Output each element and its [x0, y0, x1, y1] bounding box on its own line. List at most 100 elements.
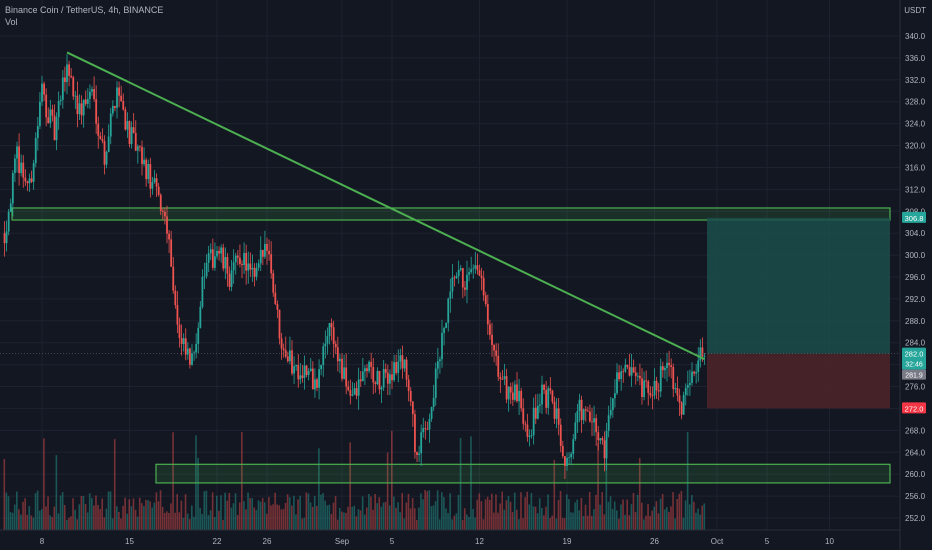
candle-body — [228, 273, 231, 287]
resistance-zone — [11, 207, 891, 221]
candle-body — [332, 327, 335, 344]
volume-bar — [645, 515, 647, 530]
candle-body — [555, 408, 558, 419]
candle-body — [514, 384, 516, 400]
volume-bar — [557, 499, 560, 530]
volume-bar — [266, 513, 268, 530]
x-tick-label: 26 — [650, 537, 659, 546]
volume-bar — [276, 504, 279, 530]
volume-bar — [488, 499, 491, 530]
candle-body — [201, 276, 204, 307]
candle-body — [234, 255, 237, 263]
volume-bar — [151, 507, 154, 530]
volume-bar — [582, 515, 585, 530]
candle-body — [178, 324, 181, 339]
candle-body — [153, 178, 156, 183]
candle-body — [497, 355, 500, 377]
volume-bar — [91, 497, 93, 530]
current-price-tag: 282.0 — [905, 350, 924, 359]
candle-body — [166, 216, 168, 234]
volume-bar — [32, 517, 35, 530]
volume-bar — [663, 509, 666, 530]
volume-bar — [130, 506, 133, 530]
volume-bar — [155, 492, 158, 530]
volume-bar — [336, 519, 339, 530]
candle-body — [520, 390, 523, 409]
volume-bar — [672, 492, 674, 530]
volume-bar — [578, 510, 581, 530]
volume-bar — [61, 492, 64, 530]
candle-body — [207, 253, 210, 263]
candle-body — [299, 375, 302, 380]
volume-bar — [284, 502, 287, 530]
volume-bar — [555, 518, 558, 530]
candle-body — [578, 399, 581, 412]
candle-body — [495, 350, 498, 356]
candle-body — [222, 247, 225, 269]
volume-bar — [78, 504, 81, 530]
volume-bar — [253, 507, 256, 530]
volume-bar — [66, 519, 68, 530]
candle-body — [693, 371, 695, 374]
volume-bar — [476, 499, 479, 530]
candle-body — [572, 439, 575, 454]
candle-body — [624, 364, 627, 372]
volume-bar — [382, 502, 385, 530]
candle-body — [316, 379, 318, 388]
candle-body — [253, 267, 256, 277]
volume-bar — [59, 495, 62, 530]
candle-body — [530, 435, 533, 436]
candle-body — [236, 255, 239, 258]
volume-bar — [7, 496, 10, 530]
volume-bar — [305, 492, 308, 530]
volume-bar — [666, 507, 668, 530]
candle-body — [414, 414, 416, 453]
volume-bar — [168, 512, 170, 530]
volume-bar — [188, 519, 191, 530]
candle-body — [320, 365, 323, 370]
volume-bar — [99, 509, 101, 530]
current-price-tag-bg — [902, 347, 926, 370]
volume-bar — [272, 504, 274, 530]
volume-bar — [313, 495, 316, 530]
candle-body — [597, 432, 600, 441]
volume-bar — [88, 493, 91, 530]
candle-body — [103, 141, 106, 165]
candle-body — [241, 263, 243, 265]
candle-body — [9, 203, 12, 212]
candle-body — [689, 382, 691, 385]
candle-body — [399, 355, 402, 362]
volume-bar — [497, 512, 499, 530]
candle-body — [289, 350, 291, 362]
volume-bar — [693, 501, 695, 530]
candle-body — [155, 178, 158, 187]
volume-bar — [249, 498, 251, 530]
volume-bar — [20, 514, 22, 530]
volume-bar — [391, 430, 393, 530]
volume-bar — [505, 500, 508, 530]
volume-bar — [386, 452, 389, 530]
candle-body — [72, 77, 75, 97]
volume-bar — [157, 501, 160, 530]
volume-bar — [653, 506, 656, 530]
volume-bar — [43, 438, 45, 530]
candle-body — [418, 453, 420, 455]
candle-body — [274, 292, 277, 305]
volume-bar — [632, 492, 635, 530]
volume-bar — [53, 506, 56, 530]
candle-body — [526, 424, 529, 437]
volume-bar — [438, 519, 441, 530]
volume-bar — [368, 493, 370, 530]
candle-body — [161, 210, 164, 212]
candle-body — [280, 338, 283, 349]
candle-body — [476, 265, 479, 271]
volume-bar — [324, 500, 326, 530]
volume-bar — [449, 493, 451, 530]
volume-bar — [493, 512, 495, 530]
volume-bar — [543, 515, 545, 530]
candle-body — [357, 379, 360, 396]
volume-bar — [474, 517, 476, 530]
candle-body — [503, 376, 506, 380]
volume-bar — [411, 498, 414, 530]
